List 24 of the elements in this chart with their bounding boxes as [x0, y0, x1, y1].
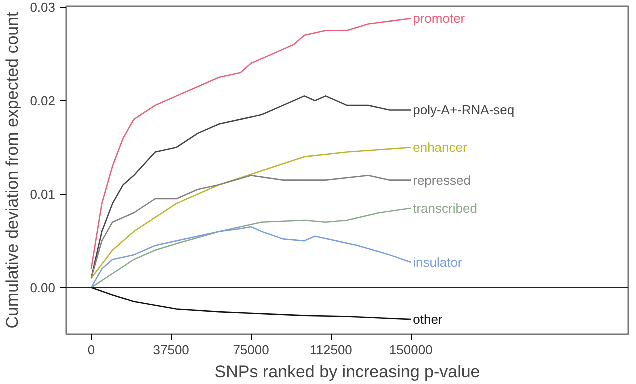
- line-series: [90, 18, 412, 270]
- line-series: [90, 287, 412, 320]
- series-label: poly-A+-RNA-seq: [413, 102, 515, 118]
- x-axis-title: SNPs ranked by increasing p-value: [214, 362, 480, 382]
- series-label: repressed: [413, 172, 471, 188]
- series-label: other: [413, 312, 444, 328]
- x-tick-label: 112500: [310, 342, 352, 358]
- x-tick-label: 37500: [153, 342, 190, 358]
- line-series: [90, 208, 412, 288]
- line-series: [90, 226, 412, 288]
- y-axis-title: Cumulative deviation from expected count: [3, 12, 22, 329]
- y-tick-label: 0.03: [30, 0, 56, 15]
- series-label: insulator: [413, 255, 463, 270]
- y-tick-label: 0.01: [30, 186, 56, 202]
- series-label: promoter: [413, 11, 466, 26]
- x-tick-label: 0: [88, 342, 96, 358]
- x-tick-label: 150000: [389, 342, 433, 358]
- y-tick-label: 0.02: [30, 93, 56, 108]
- line-series: [90, 174, 412, 280]
- x-tick-label: 75000: [233, 342, 270, 358]
- y-tick-label: 0.00: [30, 280, 56, 296]
- series-label: transcribed: [413, 200, 478, 216]
- line-series: [90, 146, 412, 280]
- series-label: enhancer: [413, 140, 468, 156]
